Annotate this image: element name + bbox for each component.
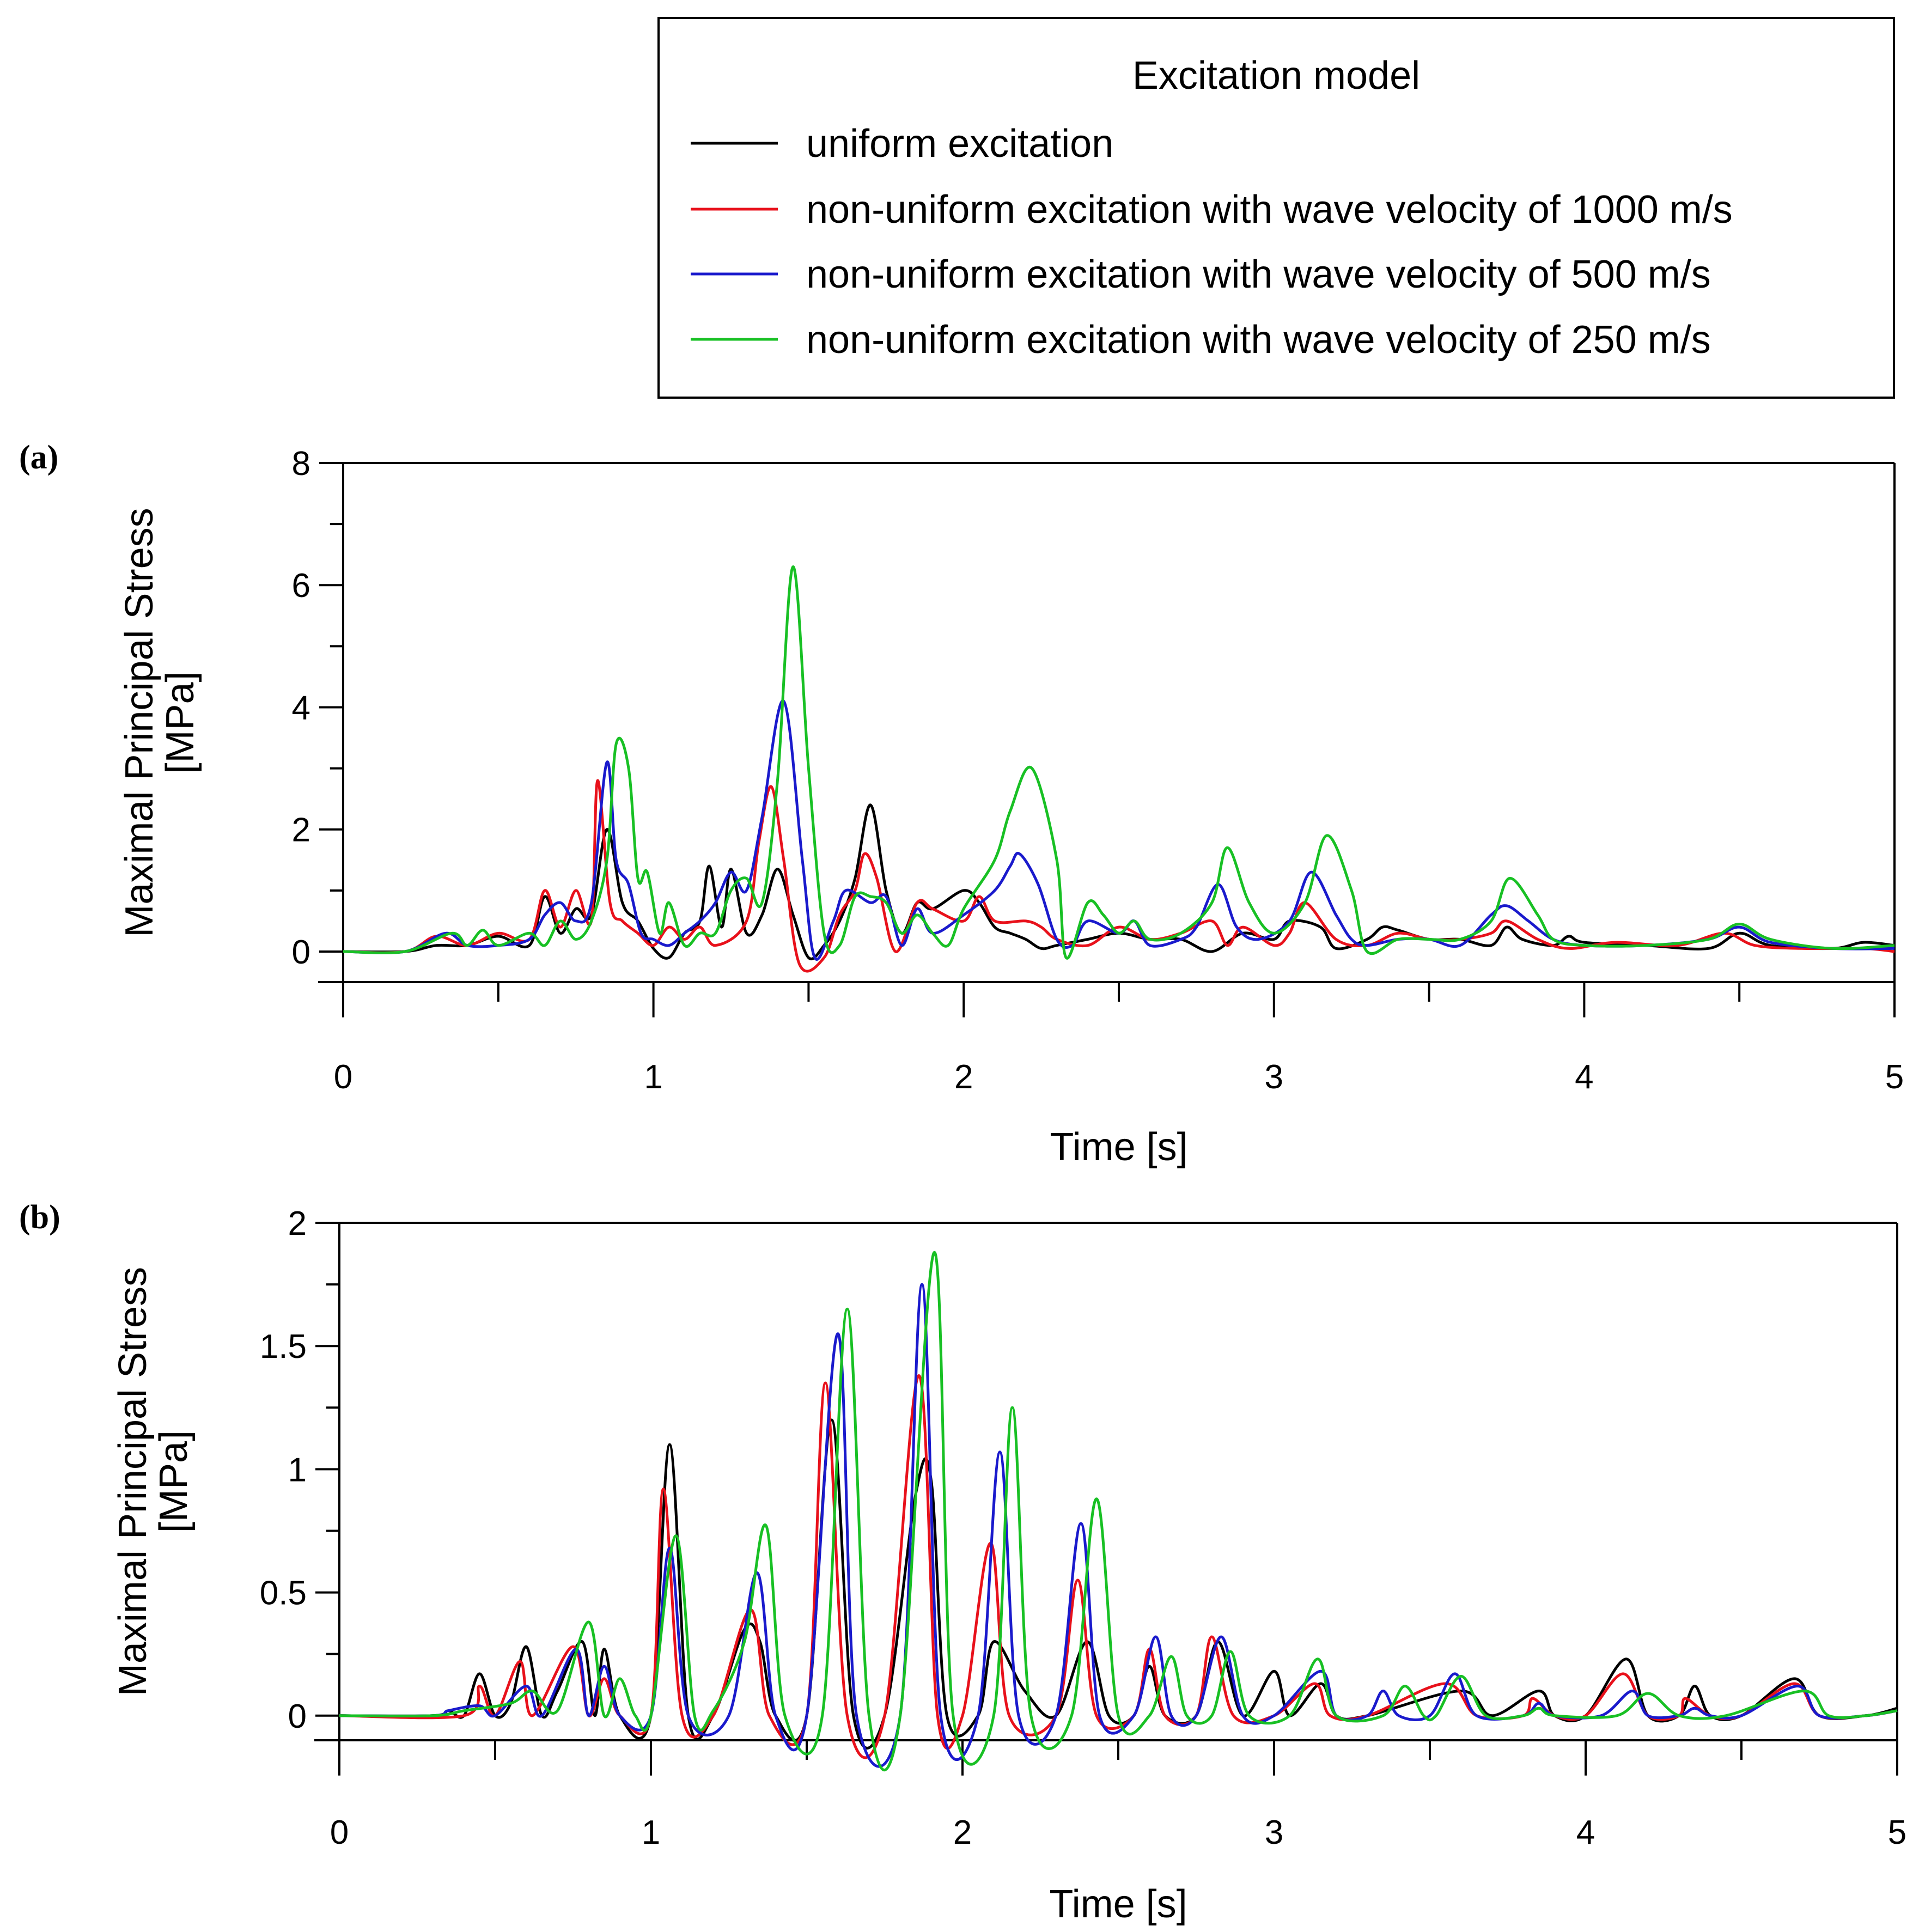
y-tick-label: 4 (292, 689, 310, 727)
y-axis-title-units: [MPa] (159, 671, 202, 773)
x-tick-label: 1 (644, 1058, 662, 1096)
x-tick-label: 5 (1885, 1058, 1904, 1096)
series-line-3 (339, 1251, 1898, 1772)
series-line-0 (343, 803, 1895, 960)
legend: Excitation model uniform excitation non-… (657, 17, 1895, 399)
x-axis-title: Time [s] (1049, 1882, 1187, 1926)
x-tick-label: 0 (330, 1814, 349, 1851)
y-axis-title: Maximal Principal Stress (111, 1267, 155, 1696)
legend-label: non-uniform excitation with wave velocit… (806, 318, 1711, 362)
series-line-3 (343, 565, 1895, 960)
x-tick-label: 2 (953, 1814, 972, 1851)
y-tick-label: 0 (288, 1698, 307, 1735)
legend-entry-500: non-uniform excitation with wave velocit… (691, 253, 1711, 296)
y-axis-title: Maximal Principal Stress (118, 508, 161, 937)
y-tick-label: 6 (292, 567, 310, 605)
y-axis-title-units: [MPa] (152, 1430, 196, 1533)
legend-entry-1000: non-uniform excitation with wave velocit… (691, 188, 1733, 231)
x-tick-label: 4 (1576, 1814, 1595, 1851)
x-tick-label: 2 (954, 1058, 973, 1096)
chart-panel-b: (b) 0 0.5 1 1.5 2 0 1 2 3 4 5 Time [s] Maximal Princi… (19, 1199, 1906, 1926)
y-tick-label: 1.5 (260, 1328, 307, 1366)
series-line-0 (339, 1418, 1898, 1750)
x-axis-title: Time [s] (1050, 1125, 1187, 1169)
legend-title: Excitation model (1132, 54, 1420, 97)
panel-label: (a) (19, 439, 58, 476)
y-tick-label: 0.5 (260, 1575, 307, 1612)
y-tick-label: 0 (292, 934, 310, 971)
legend-label: non-uniform excitation with wave velocit… (806, 253, 1711, 296)
legend-entry-250: non-uniform excitation with wave velocit… (691, 318, 1711, 362)
y-tick-label: 2 (292, 812, 310, 849)
x-tick-label: 1 (642, 1814, 660, 1851)
y-tick-label: 1 (288, 1451, 307, 1489)
legend-label: non-uniform excitation with wave velocit… (806, 188, 1733, 231)
x-tick-label: 4 (1575, 1058, 1593, 1096)
y-tick-label: 8 (292, 445, 310, 483)
x-tick-label: 3 (1265, 1058, 1283, 1096)
legend-label: uniform excitation (806, 122, 1113, 166)
chart-panel-a: (a) 0 2 4 6 8 0 1 2 3 4 5 Time [s] Maximal Principal … (19, 439, 1904, 1169)
x-tick-label: 3 (1265, 1814, 1283, 1851)
x-tick-label: 5 (1888, 1814, 1906, 1851)
y-tick-label: 2 (288, 1205, 307, 1242)
x-tick-label: 0 (334, 1058, 352, 1096)
legend-box (657, 17, 1895, 399)
panel-label: (b) (19, 1199, 60, 1236)
series-line-1 (339, 1374, 1898, 1759)
series-line-2 (343, 699, 1895, 961)
legend-entry-uniform: uniform excitation (691, 122, 1113, 166)
